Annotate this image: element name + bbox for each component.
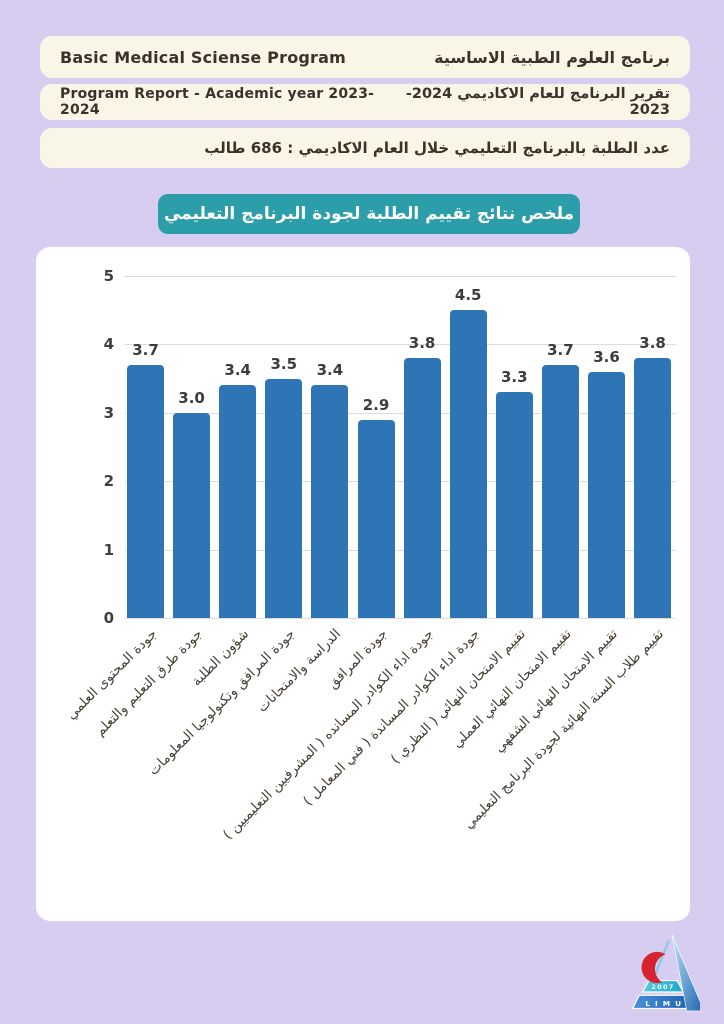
x-axis-category-label: الدراسة والامتحانات <box>254 626 345 716</box>
bar-chart: 0 1 2 3 4 5 3.7 جودة المحتوى العلمي 3.0 جودة طرق … <box>36 247 690 921</box>
bar-value-label: 3.4 <box>316 361 344 380</box>
chart-bar <box>634 358 672 618</box>
chart-bar <box>357 419 395 618</box>
chart-gridline <box>125 412 676 414</box>
y-axis-tick-label: 3 <box>103 403 114 422</box>
chart-gridline <box>125 549 676 551</box>
student-count-box: عدد الطلبة بالبرنامج التعليمي خلال العام… <box>40 128 690 168</box>
y-axis-tick-label: 5 <box>103 267 114 285</box>
chart-title-text: ملخص نتائج تقييم الطلبة لجودة البرنامج ا… <box>163 204 575 224</box>
logo-name-text: L I M U <box>645 999 682 1008</box>
chart-title-banner: ملخص نتائج تقييم الطلبة لجودة البرنامج ا… <box>158 194 580 234</box>
chart-card: 0 1 2 3 4 5 3.7 جودة المحتوى العلمي 3.0 جودة طرق … <box>36 247 690 921</box>
bar-value-label: 3.0 <box>178 388 205 407</box>
x-axis-category-label: جودة اداء الكوادر المسانده ( المشرفيين ا… <box>219 626 437 843</box>
chart-gridline <box>125 618 676 619</box>
limu-logo: 2007 L I M U <box>631 934 700 1012</box>
chart-gridline <box>125 481 676 483</box>
bar-value-label: 3.3 <box>501 368 528 387</box>
y-axis-tick-label: 0 <box>103 609 114 627</box>
bar-value-label: 2.9 <box>362 395 390 414</box>
chart-bar <box>311 385 349 618</box>
report-title-box: Program Report - Academic year 2023-2024… <box>40 84 690 120</box>
report-title-en: Program Report - Academic year 2023-2024 <box>60 86 375 118</box>
bar-value-label: 3.7 <box>547 340 574 359</box>
chart-bar <box>219 385 257 618</box>
logo-year-text: 2007 <box>651 983 674 991</box>
program-title-ar: برنامج العلوم الطبية الاساسية <box>434 47 670 67</box>
chart-bar <box>449 310 487 618</box>
chart-gridline <box>125 344 676 346</box>
chart-bar <box>265 378 303 618</box>
chart-gridline <box>125 276 676 277</box>
y-axis-tick-label: 2 <box>103 472 114 491</box>
chart-bar <box>173 412 211 618</box>
bar-value-label: 3.7 <box>132 340 159 359</box>
bar-value-label: 4.5 <box>454 286 482 305</box>
program-title-en: Basic Medical Sciense Program <box>60 47 347 67</box>
y-axis-tick-label: 1 <box>103 540 114 559</box>
chart-bar <box>127 364 164 618</box>
bar-value-label: 3.5 <box>270 354 298 373</box>
logo-stripe-shape <box>653 939 671 976</box>
y-axis-tick-label: 4 <box>103 335 114 354</box>
student-count-text: عدد الطلبة بالبرنامج التعليمي خلال العام… <box>204 139 670 157</box>
report-title-ar: تقرير البرنامج للعام الاكاديمي 2024-2023 <box>405 86 670 118</box>
chart-bar <box>403 358 441 618</box>
program-title-box: Basic Medical Sciense Program برنامج الع… <box>40 36 690 78</box>
logo-crescent-shape <box>641 951 666 984</box>
bar-value-label: 3.6 <box>593 347 620 366</box>
bar-value-label: 3.4 <box>224 361 251 380</box>
logo-sail-shape <box>671 934 700 1012</box>
bar-value-label: 3.8 <box>408 334 436 353</box>
chart-bar <box>541 364 579 618</box>
bar-value-label: 3.8 <box>639 334 666 353</box>
chart-bar <box>495 392 533 618</box>
chart-bar <box>588 371 625 618</box>
